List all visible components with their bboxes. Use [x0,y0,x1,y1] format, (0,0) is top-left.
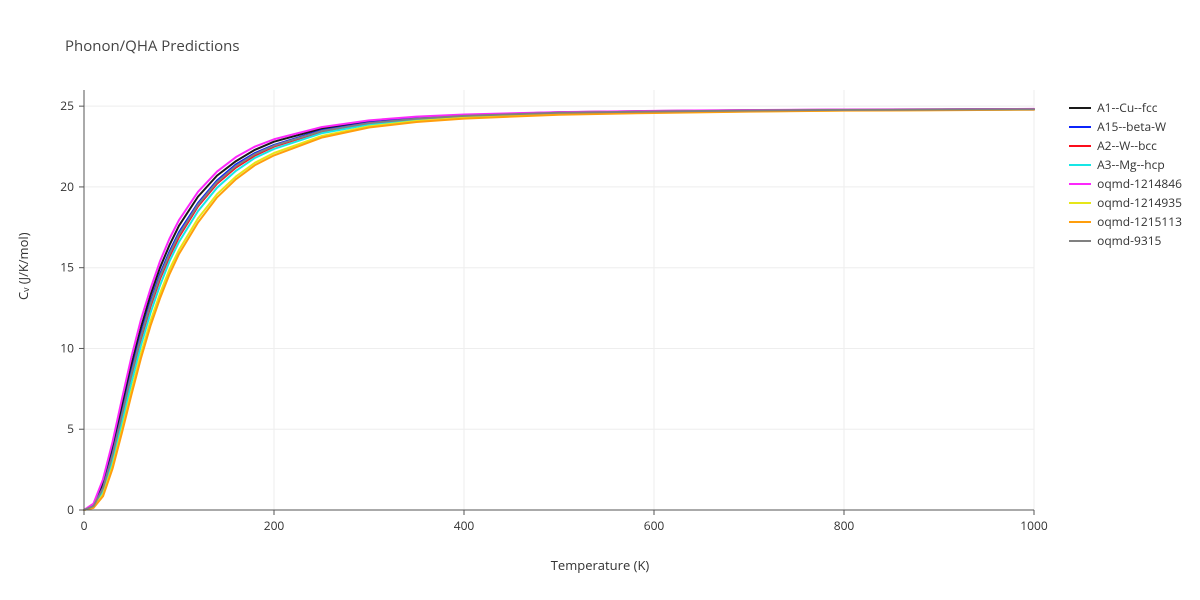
chart-title: Phonon/QHA Predictions [65,36,240,56]
plot-svg: 020040060080010000510152025 [84,90,1034,510]
series-line[interactable] [84,110,1034,510]
x-tick-label: 800 [834,517,855,534]
plot-area: 020040060080010000510152025 [84,90,1034,510]
y-tick-label: 10 [60,339,74,356]
legend-swatch [1069,126,1091,128]
legend-swatch [1069,202,1091,204]
legend-swatch [1069,164,1091,166]
legend-item[interactable]: oqmd-1214846 [1069,174,1182,193]
x-tick-label: 600 [644,517,665,534]
legend-swatch [1069,221,1091,223]
legend-item[interactable]: A1--Cu--fcc [1069,98,1182,117]
legend-label: oqmd-1215113 [1097,213,1182,230]
legend-label: A15--beta-W [1097,118,1166,135]
x-tick-label: 0 [81,517,88,534]
legend-label: A3--Mg--hcp [1097,156,1165,173]
legend-label: A1--Cu--fcc [1097,99,1157,116]
y-tick-label: 25 [60,97,74,114]
series-line[interactable] [84,110,1034,510]
y-tick-label: 20 [60,178,74,195]
legend-item[interactable]: oqmd-1215113 [1069,212,1182,231]
series-line[interactable] [84,109,1034,510]
legend-label: oqmd-1214846 [1097,175,1182,192]
legend-label: oqmd-1214935 [1097,194,1182,211]
legend-item[interactable]: A2--W--bcc [1069,136,1182,155]
x-tick-label: 400 [454,517,475,534]
x-tick-label: 200 [264,517,285,534]
legend-item[interactable]: oqmd-1214935 [1069,193,1182,212]
legend: A1--Cu--fcc A15--beta-W A2--W--bcc A3--Mg--… [1069,98,1182,250]
x-axis-label: Temperature (K) [551,556,650,574]
y-tick-label: 5 [67,420,74,437]
legend-swatch [1069,145,1091,147]
legend-label: A2--W--bcc [1097,137,1157,154]
legend-item[interactable]: oqmd-9315 [1069,231,1182,250]
legend-swatch [1069,240,1091,242]
y-tick-label: 0 [67,501,74,518]
legend-item[interactable]: A15--beta-W [1069,117,1182,136]
y-axis-label: Cᵥ (J/K/mol) [14,232,32,300]
legend-swatch [1069,107,1091,109]
chart-container: Phonon/QHA Predictions Cᵥ (J/K/mol) 0200… [0,0,1200,600]
x-tick-label: 1000 [1020,517,1048,534]
legend-label: oqmd-9315 [1097,232,1161,249]
legend-swatch [1069,183,1091,185]
legend-item[interactable]: A3--Mg--hcp [1069,155,1182,174]
y-tick-label: 15 [60,259,74,276]
